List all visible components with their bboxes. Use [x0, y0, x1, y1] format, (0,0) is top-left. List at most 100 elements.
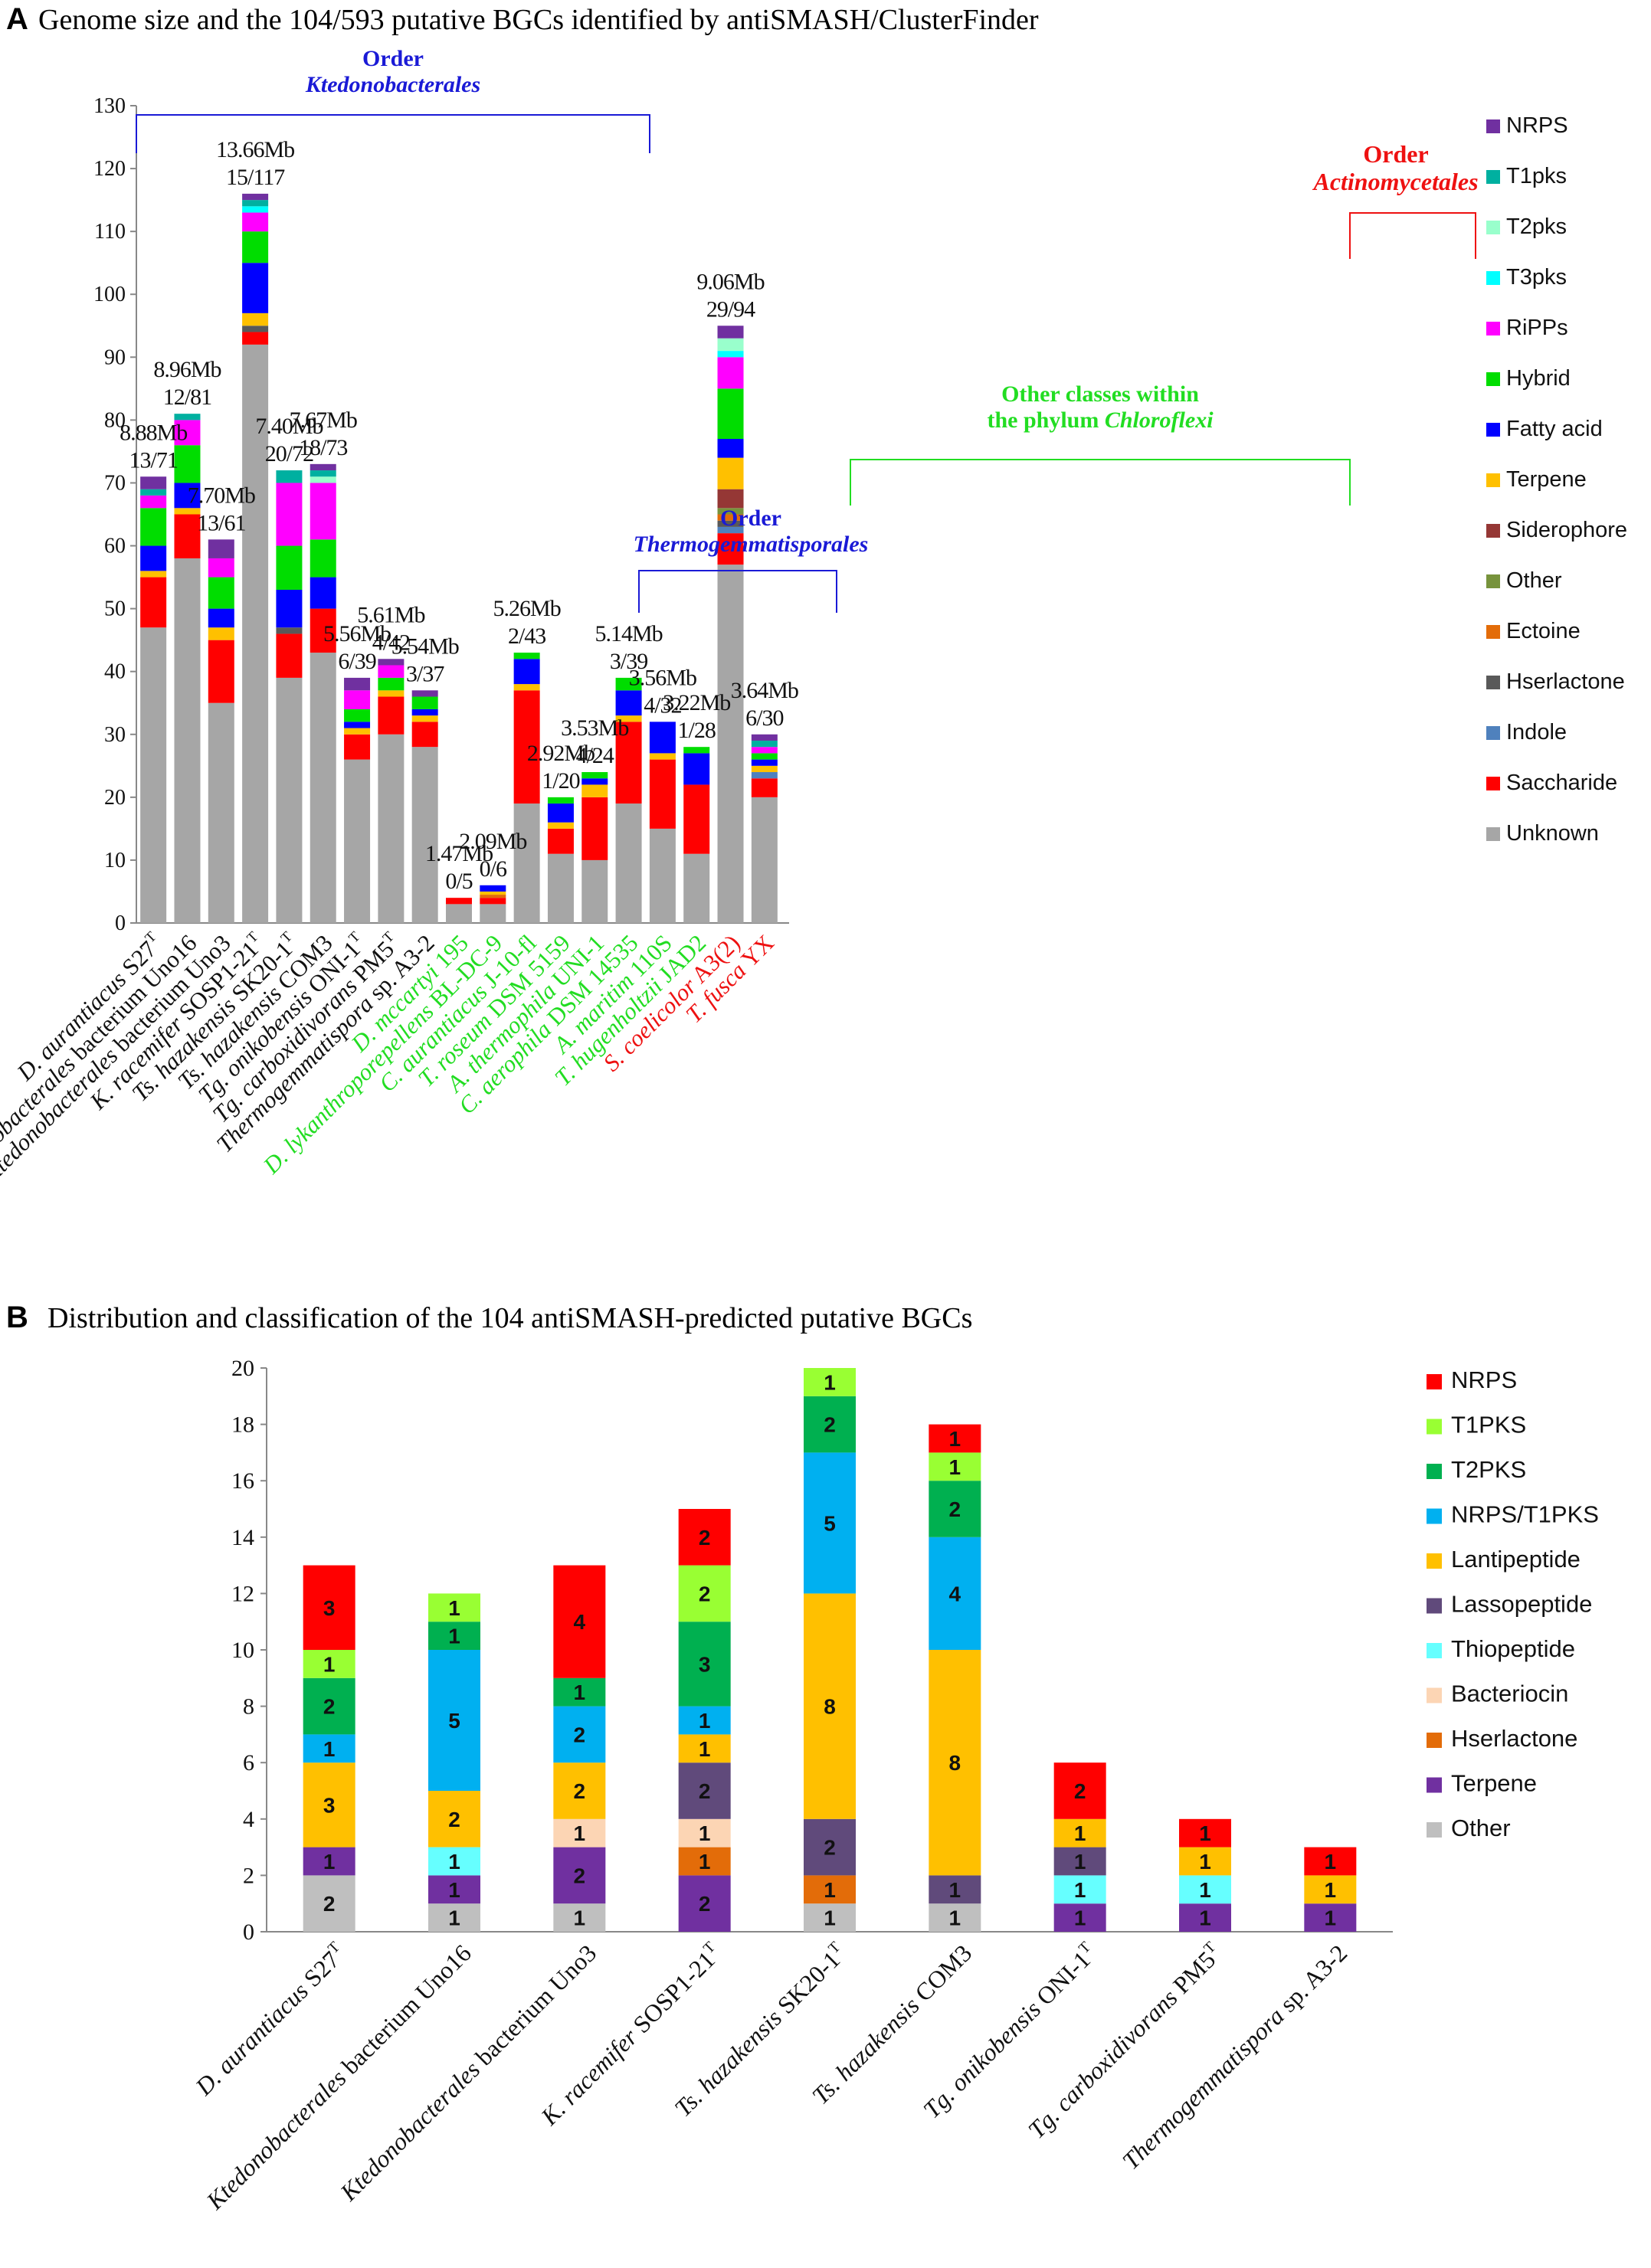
genome-size-label: 7.40Mb [255, 414, 323, 439]
thermogemmatisporales-label-line1: Order [720, 506, 781, 531]
bar-segment-value: 3 [323, 1596, 336, 1620]
y-tick-label: 10 [231, 1638, 254, 1663]
bar-segment-value: 2 [699, 1892, 711, 1916]
bar-segment-nrps [1053, 1762, 1106, 1819]
bar-segment-hybrid [174, 445, 201, 483]
bar-segment-fatty-acid [513, 659, 540, 685]
y-tick-label: 20 [104, 786, 126, 810]
legend-label: Hserlactone [1451, 1725, 1577, 1752]
legend-swatch [1427, 1687, 1442, 1703]
bar-segment-hybrid [140, 508, 167, 546]
bar-segment-t2pks [303, 1677, 355, 1735]
panel-b-bars: 2 1 3 1 2 1 3 1 1 1 2 5 1 1 1 2 1 2 2 1 4 2 1 1 2 1 1 3 2 2 1 1 2 8 5 2 1 1 1 8… [303, 1368, 1357, 1932]
bar-segment-fatty-acid [683, 753, 710, 785]
genome-size-label: 3.64Mb [731, 678, 798, 703]
bar-segment-saccharide [140, 577, 167, 628]
bar-segment-ripps [751, 747, 778, 754]
bar-segment-terpene [553, 1847, 606, 1904]
bar-segment-value: 4 [574, 1610, 586, 1634]
y-tick-label: 18 [231, 1412, 254, 1438]
x-label: Thermogemmatispora sp. A3-2 [1117, 1939, 1353, 2175]
bar-segment-unknown [615, 803, 642, 923]
genome-size-label: 7.67Mb [290, 407, 357, 433]
legend-label: NRPS [1451, 1366, 1517, 1393]
bar-segment-t1pks [428, 1593, 480, 1622]
bar-segment-hybrid [683, 747, 710, 754]
panel-a-title: Genome size and the 104/593 putative BGC… [38, 4, 1039, 36]
legend-label: Thiopeptide [1451, 1635, 1575, 1662]
bar-segment-unknown [140, 627, 167, 923]
bar-segment-nrps [242, 193, 269, 201]
legend-swatch [1427, 1733, 1442, 1748]
bar-segment-t1pks [310, 470, 336, 477]
bar-segment-nrps [303, 1565, 355, 1650]
bar-segment-saccharide [378, 696, 405, 735]
bar-segment-nrps [378, 659, 405, 666]
bar-segment-hserlactone [717, 520, 744, 527]
bar-segment-value: 5 [448, 1709, 460, 1733]
bar-segment-value: 1 [574, 1821, 586, 1845]
y-tick-label: 50 [104, 597, 126, 621]
legend-swatch [1427, 1508, 1442, 1524]
legend-label: NRPS [1506, 113, 1568, 138]
bar-segment-fatty-acid [411, 709, 438, 716]
bar-segment-ripps [717, 357, 744, 389]
bar-segment-fatty-acid [615, 690, 642, 716]
bgc-ratio-label: 3/39 [610, 649, 647, 674]
legend-label: T3pks [1506, 265, 1567, 290]
bar-segment-value: 1 [1074, 1850, 1086, 1874]
bar-segment-unknown [547, 853, 574, 923]
y-tick-label: 80 [104, 408, 126, 432]
bar-segment-terpene [480, 891, 506, 895]
bar-segment-siderophore [717, 489, 744, 509]
bar-segment-value: 2 [448, 1808, 460, 1831]
bar-segment-value: 1 [699, 1709, 711, 1733]
bar-segment-value: 8 [949, 1751, 961, 1775]
legend-swatch [1486, 625, 1500, 639]
bar-segment-hybrid [378, 677, 405, 691]
thermogemmatisporales-bracket [638, 570, 837, 613]
bar-segment-nrps [1304, 1847, 1357, 1876]
bar-segment-value: 1 [323, 1652, 336, 1676]
legend-label: Bacteriocin [1451, 1681, 1568, 1707]
bar-segment-fatty-acid [581, 778, 608, 785]
bar-segment-saccharide [344, 734, 371, 760]
genome-size-label: 5.54Mb [391, 633, 459, 659]
legend-swatch [1486, 271, 1500, 285]
x-label: Ktedonobacterales bacterium Uno3 [334, 1939, 601, 2206]
y-tick-label: 0 [115, 911, 126, 935]
panel-b-legend: NRPS T1PKS T2PKS NRPS/T1PKS Lantipeptide Lass… [1427, 1366, 1599, 1841]
bar-segment-unknown [446, 904, 472, 923]
chloroflexi-label-line2: the phylum Chloroflexi [987, 407, 1214, 433]
bar-segment-terpene [581, 784, 608, 797]
legend-swatch [1427, 1822, 1442, 1838]
legend-swatch [1486, 524, 1500, 538]
bar-segment-t3pks [242, 206, 269, 213]
bar-segment-t1pks [751, 740, 778, 748]
genome-size-label: 2.92Mb [527, 741, 595, 766]
bar-segment-saccharide [581, 797, 608, 860]
bar-segment-value: 1 [448, 1906, 460, 1930]
y-tick-label: 110 [94, 220, 126, 244]
bar-segment-value: 5 [824, 1511, 836, 1535]
bar-segment-hybrid [547, 797, 574, 804]
bar-segment-terpene [378, 690, 405, 697]
y-tick-label: 14 [231, 1525, 254, 1550]
panel-b-letter: B [6, 1301, 28, 1334]
bar-segment-value: 1 [949, 1906, 961, 1930]
bar-segment-fatty-acid [276, 589, 303, 628]
legend-swatch [1486, 676, 1500, 689]
bar-segment-unknown [174, 558, 201, 923]
bar-segment-value: 2 [824, 1836, 836, 1860]
panel-a: A Genome size and the 104/593 putative B… [0, 2, 1627, 1197]
bar-segment-nrps [553, 1565, 606, 1678]
bar-segment-unknown [344, 759, 371, 923]
panel-b-title: Distribution and classification of the 1… [47, 1302, 972, 1334]
bar-segment-saccharide [751, 778, 778, 797]
bar-segment-hserlactone [276, 627, 303, 634]
bar-segment-t2pks [929, 1481, 981, 1537]
bar-segment-nrps-t1pks [929, 1537, 981, 1650]
genome-size-label: 2.09Mb [459, 829, 526, 854]
bar-segment-hserlactone [804, 1875, 856, 1904]
